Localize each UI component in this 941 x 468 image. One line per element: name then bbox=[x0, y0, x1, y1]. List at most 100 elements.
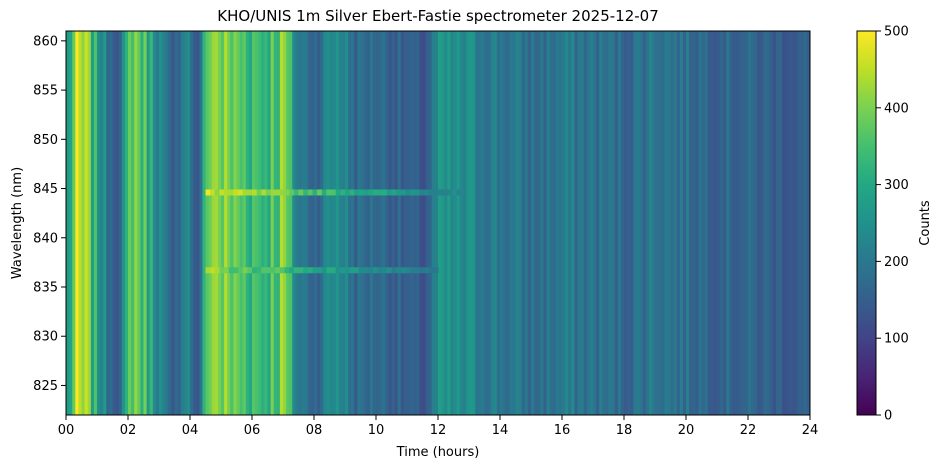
colorbar-axis: 0 100 200 300 400 500 bbox=[876, 25, 909, 424]
heatmap-column bbox=[171, 31, 176, 415]
emission-line-segment bbox=[326, 189, 332, 196]
heatmap-column bbox=[782, 31, 786, 415]
heatmap-column bbox=[531, 31, 535, 415]
x-axis-label: Time (hours) bbox=[396, 445, 480, 460]
heatmap-column bbox=[134, 31, 138, 415]
colorbar-tick-label: 0 bbox=[884, 409, 892, 424]
emission-line-segment bbox=[349, 267, 355, 274]
heatmap-column bbox=[81, 31, 86, 415]
heatmap-column bbox=[310, 31, 315, 415]
heatmap-column bbox=[323, 31, 327, 415]
emission-line-segment bbox=[247, 267, 253, 274]
y-tick-label: 845 bbox=[33, 182, 58, 197]
emission-line-segment bbox=[391, 267, 397, 274]
x-tick-label: 12 bbox=[430, 423, 447, 438]
emission-line-segment bbox=[242, 189, 248, 196]
heatmap-column bbox=[667, 31, 672, 415]
heatmap-column bbox=[128, 31, 132, 415]
heatmap-column bbox=[596, 31, 600, 415]
heatmap-column bbox=[658, 31, 662, 415]
heatmap-column bbox=[602, 31, 606, 415]
heatmap-column bbox=[366, 31, 371, 415]
heatmap-column bbox=[704, 31, 709, 415]
emission-line-segment bbox=[428, 267, 434, 274]
emission-line-segment bbox=[279, 267, 286, 274]
emission-line-segment bbox=[247, 189, 253, 196]
heatmap-column bbox=[580, 31, 585, 415]
heatmap-column bbox=[434, 31, 439, 415]
heatmap-column bbox=[295, 31, 300, 415]
heatmap-column bbox=[72, 31, 76, 415]
heatmap-column bbox=[565, 31, 569, 415]
heatmap-column bbox=[410, 31, 414, 415]
heatmap-column bbox=[90, 31, 95, 415]
emission-line-segment bbox=[340, 267, 346, 274]
heatmap-column bbox=[168, 31, 172, 415]
heatmap-column bbox=[326, 31, 331, 415]
heatmap-column bbox=[648, 31, 653, 415]
heatmap-column bbox=[186, 31, 191, 415]
heatmap-column bbox=[351, 31, 355, 415]
emission-line-segment bbox=[377, 189, 383, 196]
heatmap-column bbox=[475, 31, 479, 415]
x-tick-label: 04 bbox=[182, 423, 199, 438]
heatmap-column bbox=[633, 31, 637, 415]
emission-line-segment bbox=[363, 267, 369, 274]
heatmap-column bbox=[124, 31, 129, 415]
heatmap-column bbox=[490, 31, 495, 415]
heatmap-column bbox=[388, 31, 393, 415]
heatmap-column bbox=[140, 31, 145, 415]
heatmap-column bbox=[221, 31, 225, 415]
heatmap-column bbox=[66, 31, 70, 415]
emission-line-segment bbox=[386, 189, 392, 196]
emission-line-segment bbox=[293, 189, 299, 196]
heatmap-column bbox=[651, 31, 656, 415]
emission-line-segment bbox=[451, 189, 458, 196]
heatmap-column bbox=[797, 31, 802, 415]
heatmap-column bbox=[686, 31, 690, 415]
heatmap-column bbox=[320, 31, 324, 415]
emission-line-segment bbox=[261, 189, 267, 196]
heatmap-column bbox=[605, 31, 610, 415]
heatmap-column bbox=[515, 31, 520, 415]
emission-line-segment bbox=[293, 267, 299, 274]
heatmap-column bbox=[537, 31, 541, 415]
heatmap-column bbox=[444, 31, 448, 415]
heatmap-column bbox=[800, 31, 805, 415]
heatmap-column bbox=[779, 31, 783, 415]
emission-line-segment bbox=[312, 189, 318, 196]
x-tick-label: 16 bbox=[554, 423, 571, 438]
heatmap-column bbox=[785, 31, 789, 415]
heatmap-column bbox=[242, 31, 247, 415]
emission-line-segment bbox=[447, 189, 453, 196]
emission-line-segment bbox=[289, 189, 295, 196]
heatmap-column bbox=[692, 31, 696, 415]
heatmap-column bbox=[230, 31, 234, 415]
colorbar-tick-label: 400 bbox=[884, 101, 909, 116]
heatmap-column bbox=[307, 31, 312, 415]
emission-line-segment bbox=[335, 267, 341, 274]
emission-line-segment bbox=[321, 267, 327, 274]
x-tick-label: 02 bbox=[120, 423, 137, 438]
emission-line-segment bbox=[354, 267, 360, 274]
heatmap-column bbox=[487, 31, 492, 415]
emission-line-segment bbox=[424, 267, 430, 274]
heatmap-column bbox=[202, 31, 207, 415]
emission-line-segment bbox=[214, 189, 220, 196]
heatmap-column bbox=[673, 31, 678, 415]
heatmap-column bbox=[769, 31, 774, 415]
emission-line-segment bbox=[368, 267, 374, 274]
emission-line-segment bbox=[242, 267, 248, 274]
heatmap-column bbox=[208, 31, 213, 415]
heatmap-column bbox=[252, 31, 256, 415]
heatmap-column bbox=[509, 31, 513, 415]
heatmap-column bbox=[332, 31, 337, 415]
heatmap-column bbox=[177, 31, 182, 415]
heatmap-column bbox=[97, 31, 101, 415]
heatmap-column bbox=[335, 31, 340, 415]
emission-line-segment bbox=[410, 267, 416, 274]
heatmap-column bbox=[574, 31, 579, 415]
emission-line-segment bbox=[331, 267, 337, 274]
emission-line-segment bbox=[275, 189, 281, 196]
heatmap-column bbox=[447, 31, 451, 415]
